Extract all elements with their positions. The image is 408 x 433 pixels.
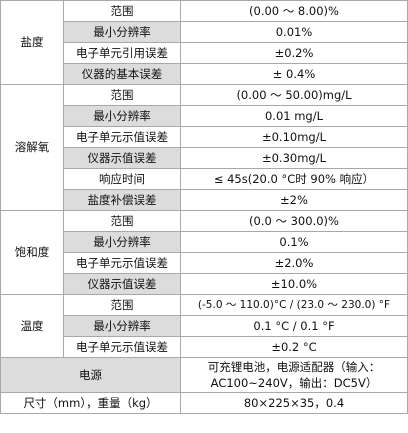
row-value: ±0.2 °C	[180, 336, 408, 358]
table-row: 饱和度 范围 (0.0 ～ 300.0)%	[0, 210, 408, 295]
row-value: ±0.30mg/L	[180, 147, 408, 169]
row-value: (-5.0 ～ 110.0)°C / (23.0 ～ 230.0) °F	[180, 294, 408, 316]
group-temperature: 温度	[0, 294, 64, 358]
row-label: 最小分辨率	[63, 315, 181, 337]
table-row: 最小分辨率 0.1 °C / 0.1 °F	[1, 315, 408, 337]
power-label: 电源	[0, 357, 181, 393]
row-label: 响应时间	[63, 168, 181, 190]
table-row: 最小分辨率 0.01%	[1, 21, 408, 43]
row-label: 仪器示值误差	[63, 273, 181, 295]
power-value: 可充锂电池，电源适配器（输入： AC100~240V，输出：DC5V）	[180, 357, 408, 393]
row-label: 范围	[63, 294, 181, 316]
row-value: ± 0.4%	[180, 63, 408, 85]
table-row-size: 尺寸（mm），重量（kg） 80×225×35，0.4	[0, 392, 408, 414]
row-value: ≤ 45s(20.0 °C时 90% 响应）	[180, 168, 408, 190]
row-label: 最小分辨率	[63, 21, 181, 43]
table-row: 响应时间 ≤ 45s(20.0 °C时 90% 响应）	[1, 168, 408, 190]
row-label: 范围	[63, 0, 181, 22]
row-value: ±0.10mg/L	[180, 126, 408, 148]
row-label: 最小分辨率	[63, 231, 181, 253]
table-row: 最小分辨率 0.1%	[1, 231, 408, 253]
row-label: 范围	[63, 84, 181, 106]
table-row: 盐度补偿误差 ±2%	[1, 189, 408, 211]
row-value: 0.1 °C / 0.1 °F	[180, 315, 408, 337]
table-row: 电子单元示值误差 ±0.2 °C	[1, 336, 408, 358]
table-row: 溶解氧 范围 (0.00 ～ 50.00)mg/L	[0, 84, 408, 211]
table-row: 仪器示值误差 ±10.0%	[1, 273, 408, 295]
row-value: 0.01%	[180, 21, 408, 43]
table-row: 电子单元示值误差 ±2.0%	[1, 252, 408, 274]
row-value: (0.00 ～ 50.00)mg/L	[180, 84, 408, 106]
size-value: 80×225×35，0.4	[180, 392, 408, 414]
row-label: 电子单元示值误差	[63, 252, 181, 274]
row-label: 电子单元示值误差	[63, 126, 181, 148]
table-row: 盐度 范围 (0.00 ～ 8.00)%	[0, 0, 408, 85]
table-row: 温度 范围 (-5.0 ～ 110.0)°C / (23.0 ～ 230.0) …	[0, 294, 408, 358]
row-value: ±2%	[180, 189, 408, 211]
row-value: ±10.0%	[180, 273, 408, 295]
table-row: 电子单元示值误差 ±0.10mg/L	[1, 126, 408, 148]
row-value: ±2.0%	[180, 252, 408, 274]
spec-table: 盐度 范围 (0.00 ～ 8.00)% 最小分辨率 0.01% 电子单元引用误…	[0, 0, 408, 414]
group-salinity: 盐度	[0, 0, 64, 85]
row-value: 0.01 mg/L	[180, 105, 408, 127]
row-label: 盐度补偿误差	[63, 189, 181, 211]
size-label: 尺寸（mm），重量（kg）	[0, 392, 181, 414]
table-row: 仪器的基本误差 ± 0.4%	[1, 63, 408, 85]
row-value: 0.1%	[180, 231, 408, 253]
table-row-power: 电源 可充锂电池，电源适配器（输入： AC100~240V，输出：DC5V）	[0, 357, 408, 393]
row-label: 仪器示值误差	[63, 147, 181, 169]
row-label: 范围	[63, 210, 181, 232]
row-label: 仪器的基本误差	[63, 63, 181, 85]
power-value-line2: AC100~240V，输出：DC5V）	[210, 376, 378, 390]
row-label: 电子单元引用误差	[63, 42, 181, 64]
group-dissolved-oxygen: 溶解氧	[0, 84, 64, 211]
table-row: 仪器示值误差 ±0.30mg/L	[1, 147, 408, 169]
row-value: (0.0 ～ 300.0)%	[180, 210, 408, 232]
table-row: 电子单元引用误差 ±0.2%	[1, 42, 408, 64]
row-label: 最小分辨率	[63, 105, 181, 127]
row-value: ±0.2%	[180, 42, 408, 64]
power-value-line1: 可充锂电池，电源适配器（输入：	[207, 360, 381, 374]
row-label: 电子单元示值误差	[63, 336, 181, 358]
row-value: (0.00 ～ 8.00)%	[180, 0, 408, 22]
group-saturation: 饱和度	[0, 210, 64, 295]
